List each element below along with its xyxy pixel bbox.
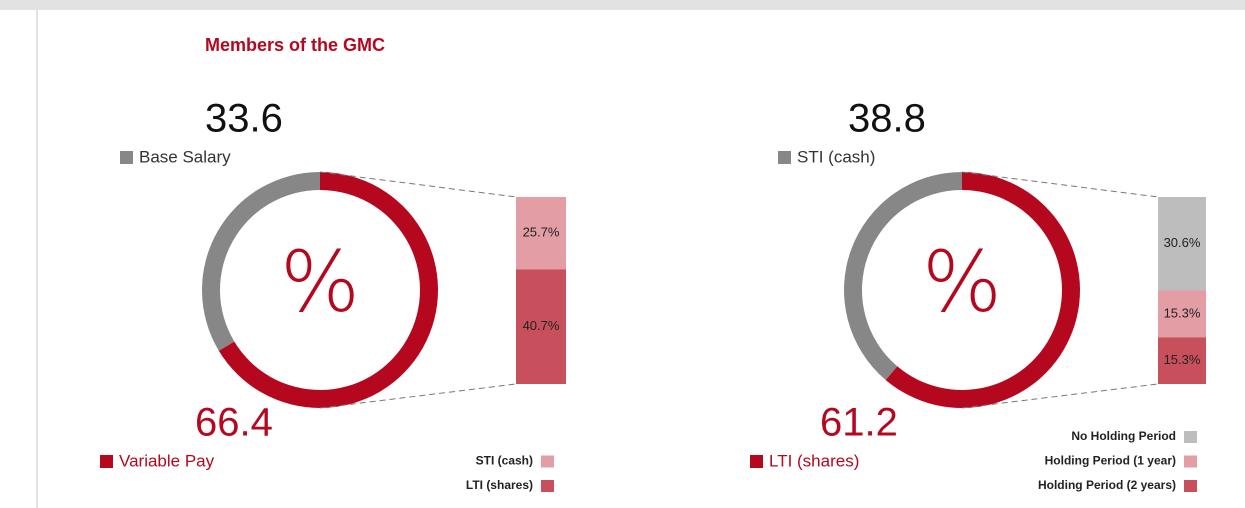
left-frame xyxy=(36,10,38,508)
legend-swatch xyxy=(750,455,763,468)
breakdown-segment xyxy=(1158,337,1206,384)
connector xyxy=(961,171,1159,198)
legend-label: STI (cash) xyxy=(476,454,533,468)
legend-label: LTI (shares) xyxy=(769,451,859,470)
breakdown-label: 15.3% xyxy=(1164,305,1201,320)
legend-label: Base Salary xyxy=(139,147,231,166)
title: Members of the GMC xyxy=(205,35,385,55)
connector xyxy=(319,171,517,198)
breakdown-label: 40.7% xyxy=(523,318,560,333)
legend-label: No Holding Period xyxy=(1071,429,1176,443)
center-label: % xyxy=(280,233,360,331)
legend-label: LTI (shares) xyxy=(466,478,533,492)
legend-swatch xyxy=(1184,431,1197,443)
donut-segment xyxy=(885,172,1080,408)
legend-label: Holding Period (1 year) xyxy=(1045,454,1176,468)
value-label: 66.4 xyxy=(195,401,273,445)
breakdown-segment xyxy=(1158,197,1206,291)
breakdown-segment xyxy=(1158,290,1206,338)
top-frame xyxy=(0,0,1245,10)
legend-label: Variable Pay xyxy=(119,451,215,470)
breakdown-segment xyxy=(516,269,566,384)
legend-swatch xyxy=(100,455,113,468)
donut-segment xyxy=(844,172,962,380)
legend-swatch xyxy=(1184,455,1197,468)
legend-swatch xyxy=(541,455,554,468)
legend-swatch xyxy=(1184,480,1197,492)
connector xyxy=(319,383,517,409)
legend-swatch xyxy=(120,151,133,164)
value-label: 33.6 xyxy=(205,97,283,141)
breakdown-label: 30.6% xyxy=(1164,235,1201,250)
value-label: 61.2 xyxy=(820,401,898,445)
legend-swatch xyxy=(541,480,554,492)
breakdown-segment xyxy=(516,197,566,270)
legend-label: STI (cash) xyxy=(797,147,875,166)
breakdown-label: 15.3% xyxy=(1164,352,1201,367)
breakdown-label: 25.7% xyxy=(523,225,560,240)
legend-swatch xyxy=(778,151,791,164)
connector xyxy=(961,383,1159,409)
legend-label: Holding Period (2 years) xyxy=(1038,478,1176,492)
center-label: % xyxy=(922,233,1002,331)
value-label: 38.8 xyxy=(848,97,926,141)
donut-segment xyxy=(202,172,320,351)
